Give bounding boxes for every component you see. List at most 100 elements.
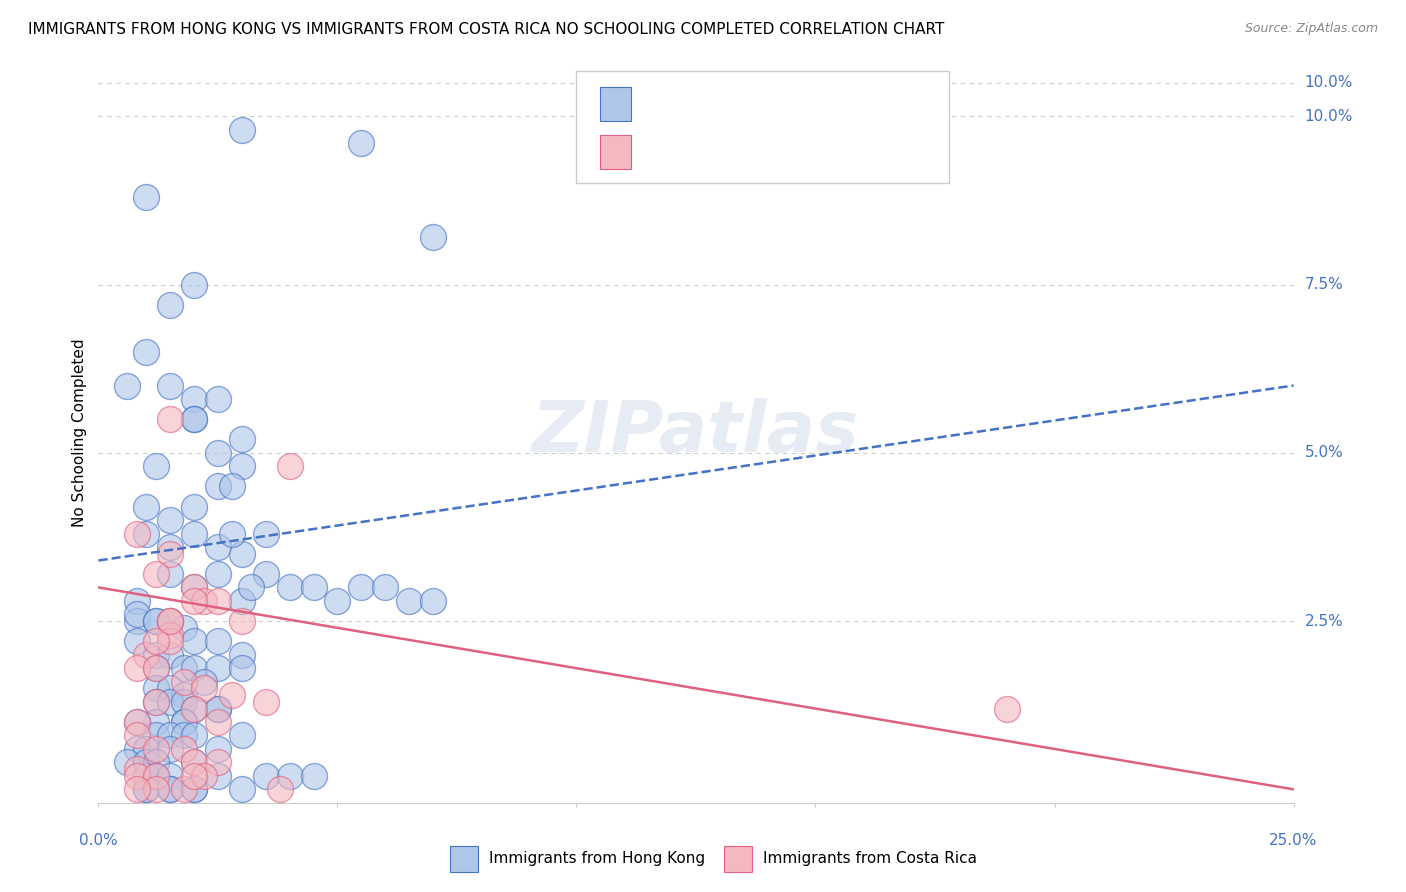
Text: ZIPatlas: ZIPatlas bbox=[533, 398, 859, 467]
Point bbox=[278, 769, 301, 783]
Point bbox=[125, 661, 148, 675]
Point bbox=[207, 714, 229, 729]
Point bbox=[145, 782, 167, 797]
Point bbox=[374, 581, 396, 595]
Point bbox=[173, 742, 195, 756]
Point bbox=[302, 581, 325, 595]
Text: 7.5%: 7.5% bbox=[1305, 277, 1343, 292]
Point bbox=[159, 614, 181, 628]
Point bbox=[221, 688, 243, 702]
Point bbox=[207, 566, 229, 581]
Point bbox=[159, 695, 181, 709]
Point bbox=[135, 782, 157, 797]
Point bbox=[231, 433, 253, 447]
Point bbox=[173, 674, 195, 689]
Point bbox=[207, 756, 229, 770]
Point bbox=[183, 277, 205, 292]
Point bbox=[254, 566, 277, 581]
Point bbox=[173, 782, 195, 797]
Point bbox=[278, 459, 301, 474]
Point bbox=[135, 648, 157, 662]
Point bbox=[173, 714, 195, 729]
Point bbox=[269, 782, 291, 797]
Point bbox=[207, 479, 229, 493]
Point bbox=[145, 614, 167, 628]
Point bbox=[159, 540, 181, 554]
Point bbox=[173, 621, 195, 635]
Point bbox=[159, 634, 181, 648]
Point bbox=[278, 581, 301, 595]
Point bbox=[125, 614, 148, 628]
Point bbox=[995, 701, 1018, 715]
Point bbox=[135, 526, 157, 541]
Point bbox=[422, 594, 444, 608]
Point bbox=[183, 594, 205, 608]
Point bbox=[159, 681, 181, 696]
Point bbox=[145, 459, 167, 474]
Point bbox=[193, 594, 215, 608]
Point bbox=[145, 634, 167, 648]
Text: 10.0%: 10.0% bbox=[1305, 75, 1353, 90]
Point bbox=[159, 648, 181, 662]
Point bbox=[207, 701, 229, 715]
Point bbox=[207, 446, 229, 460]
Point bbox=[183, 500, 205, 514]
Point bbox=[125, 526, 148, 541]
Point bbox=[145, 566, 167, 581]
Point bbox=[350, 581, 373, 595]
Point bbox=[145, 769, 167, 783]
Text: 10.0%: 10.0% bbox=[1305, 109, 1353, 124]
Point bbox=[159, 547, 181, 561]
Point bbox=[135, 782, 157, 797]
Text: Immigrants from Hong Kong: Immigrants from Hong Kong bbox=[489, 852, 706, 866]
Point bbox=[159, 742, 181, 756]
Point bbox=[398, 594, 420, 608]
Point bbox=[231, 614, 253, 628]
Point bbox=[183, 661, 205, 675]
Text: Source: ZipAtlas.com: Source: ZipAtlas.com bbox=[1244, 22, 1378, 36]
Point bbox=[145, 769, 167, 783]
Point bbox=[207, 769, 229, 783]
Point bbox=[159, 298, 181, 312]
Point bbox=[115, 378, 138, 392]
Point bbox=[183, 634, 205, 648]
Point bbox=[145, 729, 167, 743]
Point bbox=[159, 782, 181, 797]
Point bbox=[173, 729, 195, 743]
Point bbox=[183, 581, 205, 595]
Point bbox=[221, 479, 243, 493]
Point bbox=[145, 661, 167, 675]
Point bbox=[183, 756, 205, 770]
Point bbox=[183, 782, 205, 797]
Text: Immigrants from Costa Rica: Immigrants from Costa Rica bbox=[763, 852, 977, 866]
Point bbox=[302, 769, 325, 783]
Point bbox=[159, 782, 181, 797]
Point bbox=[145, 681, 167, 696]
Point bbox=[207, 701, 229, 715]
Point bbox=[125, 782, 148, 797]
Point bbox=[135, 769, 157, 783]
Point bbox=[231, 122, 253, 136]
Point bbox=[193, 674, 215, 689]
Point bbox=[183, 701, 205, 715]
Text: R = -0.336   N =  41: R = -0.336 N = 41 bbox=[645, 144, 814, 161]
Point bbox=[159, 769, 181, 783]
Point bbox=[125, 729, 148, 743]
Point bbox=[231, 729, 253, 743]
Point bbox=[183, 782, 205, 797]
Point bbox=[125, 714, 148, 729]
Point bbox=[231, 594, 253, 608]
Point bbox=[145, 756, 167, 770]
Point bbox=[125, 769, 148, 783]
Point bbox=[125, 607, 148, 622]
Point bbox=[159, 729, 181, 743]
Point bbox=[159, 412, 181, 426]
Point bbox=[159, 378, 181, 392]
Point bbox=[135, 500, 157, 514]
Point bbox=[145, 614, 167, 628]
Point bbox=[254, 526, 277, 541]
Point bbox=[159, 614, 181, 628]
Point bbox=[145, 695, 167, 709]
Point bbox=[173, 688, 195, 702]
Point bbox=[115, 756, 138, 770]
